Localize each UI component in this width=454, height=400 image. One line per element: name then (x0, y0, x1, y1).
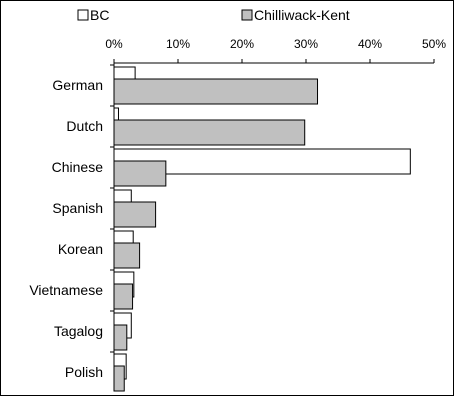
bars (113, 66, 411, 392)
bar-chilliwack-kent (113, 78, 319, 105)
legend-label-chilliwack-kent: Chilliwack-Kent (254, 7, 350, 23)
bar-chilliwack-kent (113, 119, 306, 146)
bar-chilliwack-kent (113, 201, 157, 228)
category-label: Chinese (52, 159, 104, 175)
bar-chilliwack-kent (113, 283, 134, 310)
category-label: Tagalog (54, 323, 103, 339)
x-tick-label: 40% (358, 37, 382, 51)
category-label: German (52, 77, 103, 93)
x-tick-label: 10% (166, 37, 190, 51)
category-label: Polish (65, 364, 103, 380)
category-label: Vietnamese (29, 282, 103, 298)
x-tick-label: 50% (422, 37, 446, 51)
category-label: Spanish (52, 200, 103, 216)
legend: BC Chilliwack-Kent (77, 7, 350, 23)
x-tick-label: 30% (294, 37, 318, 51)
legend-swatch-bc (77, 9, 89, 21)
legend-label-bc: BC (90, 7, 109, 23)
x-tick-label: 20% (230, 37, 254, 51)
x-tick-label: 0% (105, 37, 123, 51)
bar-chilliwack-kent (113, 324, 128, 351)
category-label: Dutch (66, 118, 103, 134)
category-labels: German Dutch Chinese Spanish Korean Vietnames… (29, 64, 114, 380)
legend-swatch-chilliwack-kent (241, 9, 253, 21)
category-label: Korean (58, 241, 103, 257)
bar-chilliwack-kent (113, 365, 125, 392)
bar-chilliwack-kent (113, 160, 167, 187)
bar-chilliwack-kent (113, 242, 141, 269)
